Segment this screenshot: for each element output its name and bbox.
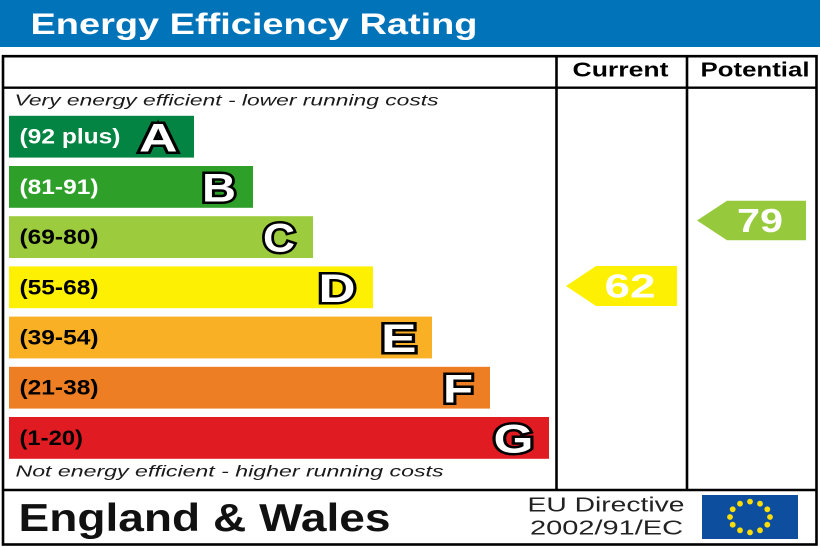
- svg-text:(81-91): (81-91): [20, 176, 99, 199]
- svg-text:A: A: [139, 116, 178, 160]
- svg-text:62: 62: [605, 268, 656, 305]
- svg-text:D: D: [319, 267, 356, 311]
- svg-text:Not energy efficient - higher: Not energy efficient - higher running co…: [16, 464, 444, 481]
- svg-text:(92 plus): (92 plus): [20, 126, 121, 149]
- svg-text:79: 79: [737, 202, 783, 239]
- svg-text:C: C: [263, 217, 295, 261]
- svg-text:Very energy efficient - lower: Very energy efficient - lower running co…: [15, 93, 439, 110]
- svg-text:E: E: [381, 317, 417, 361]
- svg-text:EU Directive: EU Directive: [528, 494, 685, 517]
- svg-text:(69-80): (69-80): [20, 226, 99, 249]
- svg-text:G: G: [494, 418, 534, 462]
- svg-text:Energy Efficiency Rating: Energy Efficiency Rating: [31, 8, 478, 41]
- svg-text:Current: Current: [573, 60, 669, 82]
- svg-text:(55-68): (55-68): [20, 276, 99, 299]
- svg-text:F: F: [443, 367, 473, 411]
- svg-text:(21-38): (21-38): [20, 377, 99, 400]
- svg-text:2002/91/EC: 2002/91/EC: [530, 517, 683, 540]
- svg-text:(39-54): (39-54): [20, 327, 99, 350]
- svg-text:Potential: Potential: [701, 60, 810, 82]
- svg-text:B: B: [202, 167, 236, 211]
- svg-text:(1-20): (1-20): [20, 427, 84, 450]
- svg-text:England & Wales: England & Wales: [19, 497, 391, 540]
